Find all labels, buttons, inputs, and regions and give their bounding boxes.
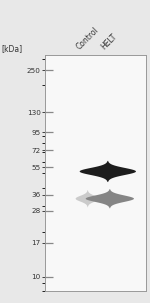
Text: Control: Control xyxy=(75,25,101,52)
Text: HELT: HELT xyxy=(99,32,118,52)
Text: [kDa]: [kDa] xyxy=(2,44,23,53)
